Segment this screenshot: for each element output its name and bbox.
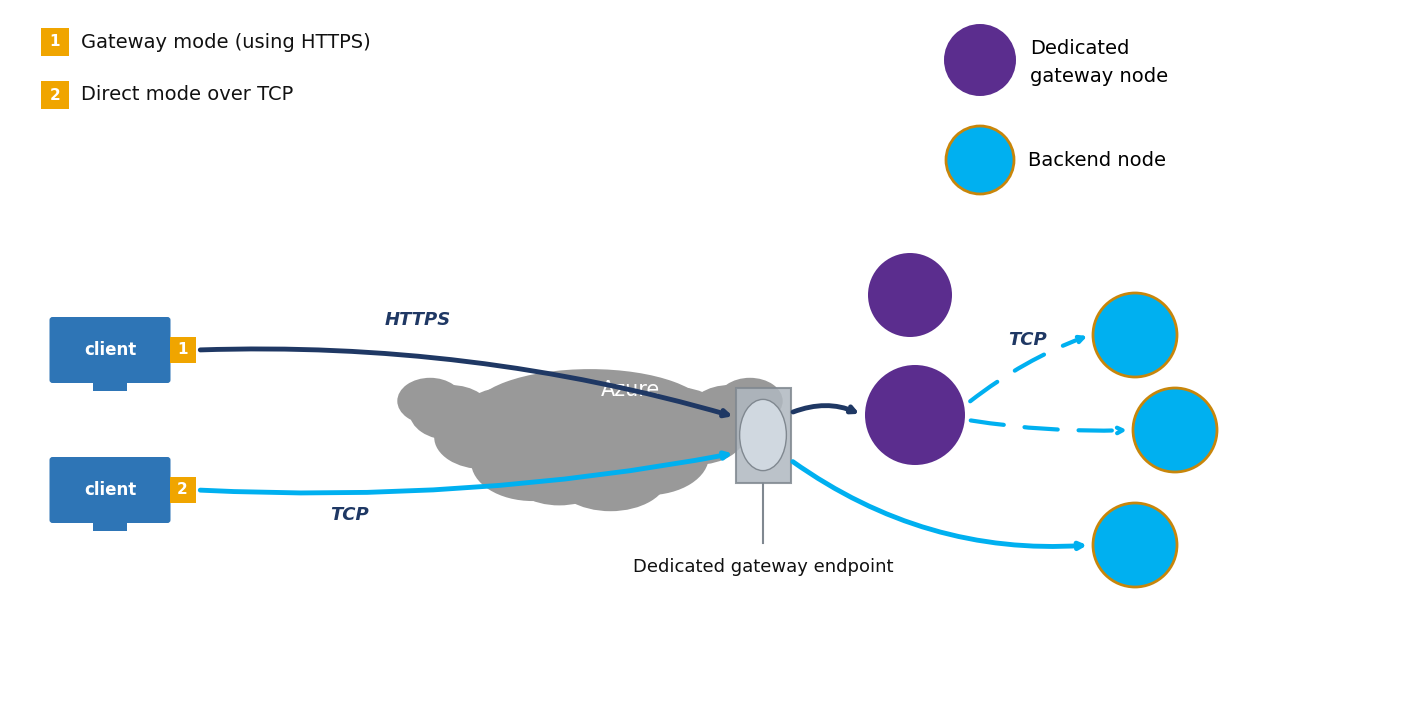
Text: TCP: TCP: [1007, 331, 1047, 349]
FancyBboxPatch shape: [170, 337, 196, 363]
Text: 1: 1: [50, 34, 61, 50]
FancyBboxPatch shape: [50, 317, 170, 383]
Text: client: client: [84, 341, 136, 359]
Ellipse shape: [470, 369, 708, 456]
FancyBboxPatch shape: [735, 388, 791, 482]
Ellipse shape: [740, 400, 786, 470]
Text: Dedicated: Dedicated: [1030, 39, 1129, 57]
Ellipse shape: [504, 375, 676, 485]
Text: Azure: Azure: [601, 380, 660, 400]
Ellipse shape: [410, 385, 492, 440]
FancyBboxPatch shape: [50, 457, 170, 523]
Ellipse shape: [397, 378, 463, 424]
Text: TCP: TCP: [330, 506, 368, 524]
Text: Dedicated gateway endpoint: Dedicated gateway endpoint: [633, 557, 893, 576]
Circle shape: [869, 253, 952, 337]
Text: 2: 2: [50, 88, 61, 102]
FancyBboxPatch shape: [92, 520, 128, 531]
Ellipse shape: [615, 386, 730, 459]
Text: client: client: [84, 481, 136, 499]
Ellipse shape: [434, 405, 533, 469]
Ellipse shape: [553, 442, 667, 511]
FancyBboxPatch shape: [41, 28, 69, 56]
Ellipse shape: [509, 442, 611, 505]
Ellipse shape: [585, 417, 708, 495]
Circle shape: [1093, 293, 1178, 377]
Text: Backend node: Backend node: [1027, 151, 1166, 170]
Ellipse shape: [455, 386, 570, 459]
Text: Gateway mode (using HTTPS): Gateway mode (using HTTPS): [81, 32, 371, 51]
Circle shape: [1093, 503, 1178, 587]
FancyBboxPatch shape: [92, 380, 128, 390]
Ellipse shape: [689, 385, 771, 440]
Circle shape: [944, 24, 1016, 96]
Circle shape: [864, 365, 965, 465]
Ellipse shape: [648, 401, 745, 465]
Ellipse shape: [717, 378, 782, 424]
Text: Direct mode over TCP: Direct mode over TCP: [81, 86, 293, 104]
Text: 1: 1: [177, 343, 187, 358]
Text: gateway node: gateway node: [1030, 67, 1168, 86]
FancyBboxPatch shape: [41, 81, 69, 109]
Circle shape: [1134, 388, 1217, 472]
Text: 2: 2: [177, 482, 188, 498]
FancyBboxPatch shape: [170, 477, 196, 503]
Text: HTTPS: HTTPS: [385, 311, 451, 329]
Circle shape: [947, 126, 1015, 194]
Ellipse shape: [470, 423, 594, 501]
